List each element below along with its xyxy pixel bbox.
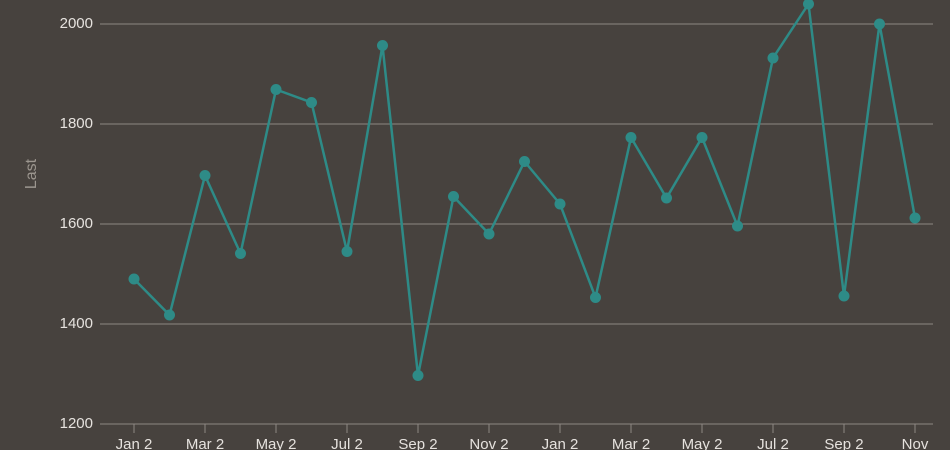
point [909,212,921,224]
point [519,156,530,167]
point [874,18,885,30]
point [838,290,850,302]
x-tick-label: Sep 2 [398,436,437,450]
point [696,132,708,143]
point [625,132,637,143]
x-tick-label: Mar 2 [186,436,224,450]
point [483,228,495,240]
y-tick-label: 1200 [60,415,93,432]
y-axis-label: Last [23,158,40,189]
point [732,220,743,232]
x-tick-label: May 2 [682,436,723,450]
x-tick-label: Jul 2 [331,436,363,450]
point [448,191,459,202]
point [590,292,601,303]
point [767,52,779,64]
point [661,192,672,204]
x-tick-label: Jan 2 [116,436,153,450]
point [412,370,424,381]
x-tick-label: Nov [902,436,929,450]
y-tick-label: 1800 [60,115,93,132]
y-tick-label: 1600 [60,215,93,232]
x-tick-label: May 2 [256,436,297,450]
point [235,248,246,259]
x-tick-label: Jul 2 [757,436,789,450]
point [199,170,211,181]
point [554,198,566,210]
point [341,246,353,257]
point [128,273,140,285]
point [306,97,317,108]
x-tick-label: Mar 2 [612,436,650,450]
x-tick-label: Sep 2 [824,436,863,450]
y-tick-label: 2000 [60,15,93,32]
point [270,84,282,95]
point [164,309,175,321]
point [377,40,388,51]
x-tick-label: Nov 2 [469,436,508,450]
x-tick-label: Jan 2 [542,436,579,450]
line [133,0,917,376]
y-tick-label: 1400 [60,315,93,332]
point [803,0,814,10]
